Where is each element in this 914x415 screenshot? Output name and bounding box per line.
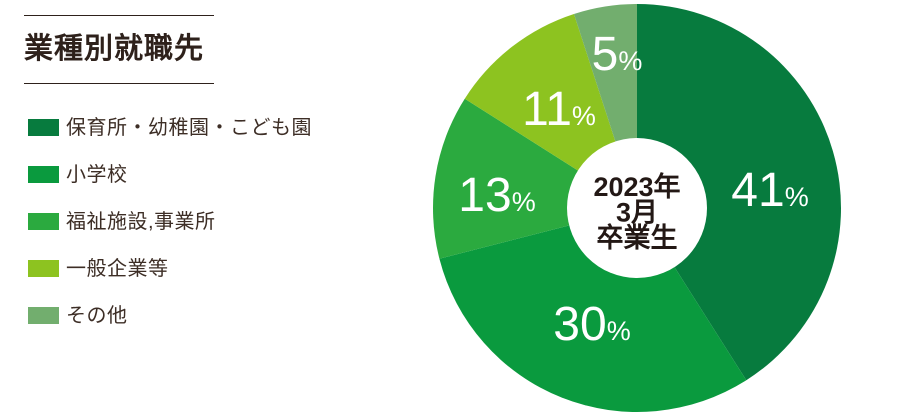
legend-swatch bbox=[28, 307, 59, 324]
legend-item: その他 bbox=[28, 305, 312, 326]
chart-title-block: 業種別就職先 bbox=[24, 15, 214, 84]
pie-slice-0 bbox=[637, 4, 841, 381]
legend-label: 福祉施設,事業所 bbox=[66, 210, 216, 233]
legend-swatch bbox=[28, 260, 59, 277]
percent-sign: % bbox=[618, 46, 642, 76]
legend-label: 一般企業等 bbox=[66, 257, 169, 280]
legend-swatch bbox=[28, 213, 59, 230]
legend-label: 保育所・幼稚園・こども園 bbox=[66, 116, 312, 139]
percent-sign: % bbox=[512, 187, 536, 217]
legend-item: 小学校 bbox=[28, 164, 312, 185]
legend-item: 保育所・幼稚園・こども園 bbox=[28, 117, 312, 138]
legend-swatch bbox=[28, 166, 59, 183]
percent-sign: % bbox=[572, 101, 596, 131]
slice-value-label-3: 11% bbox=[522, 83, 596, 136]
pie-slice-1 bbox=[439, 208, 747, 412]
donut-hole bbox=[567, 138, 707, 278]
legend-item: 福祉施設,事業所 bbox=[28, 211, 312, 232]
percent-sign: % bbox=[785, 182, 809, 212]
legend-label: 小学校 bbox=[66, 163, 128, 186]
legend-label: その他 bbox=[66, 304, 128, 327]
legend: 保育所・幼稚園・こども園 小学校 福祉施設,事業所 一般企業等 その他 bbox=[28, 117, 312, 352]
chart-title: 業種別就職先 bbox=[24, 33, 205, 65]
legend-item: 一般企業等 bbox=[28, 258, 312, 279]
donut-center-label: 2023年 3月卒業生 bbox=[593, 171, 680, 253]
legend-swatch bbox=[28, 119, 59, 136]
percent-sign: % bbox=[607, 316, 631, 346]
